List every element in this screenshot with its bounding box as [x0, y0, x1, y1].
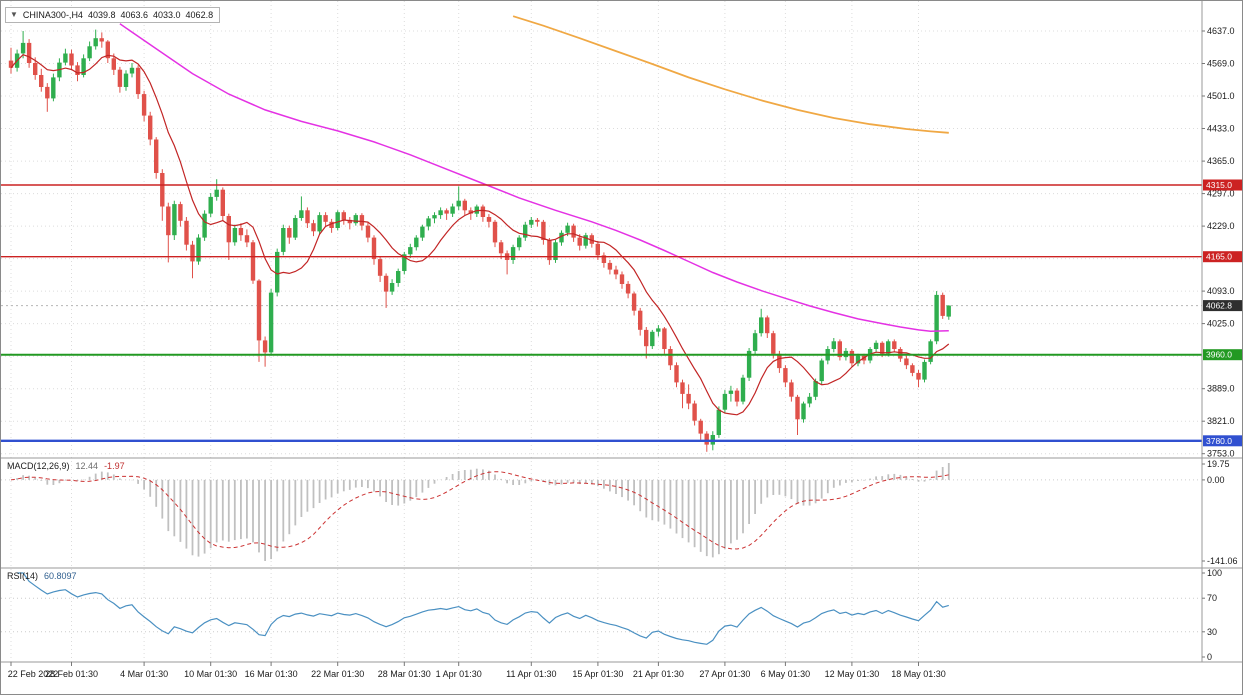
macd-main-value: 12.44 — [75, 461, 99, 471]
price-axis-label: 4569.0 — [1207, 59, 1235, 69]
rsi-axis-label: 30 — [1207, 627, 1217, 637]
price-tag-4165.0: 4165.0 — [1203, 251, 1242, 263]
candles-layer — [8, 29, 951, 452]
current-price-tag-text: 4062.8 — [1206, 301, 1232, 311]
price-axis-label: 3889.0 — [1207, 384, 1235, 394]
macd-axis-max: 19.75 — [1207, 459, 1230, 469]
price-tag-4315.0: 4315.0 — [1203, 179, 1242, 191]
macd-indicator-label: MACD(12,26,9) 12.44 -1.97 — [7, 461, 125, 471]
time-axis-label: 10 Mar 01:30 — [184, 669, 237, 679]
quote-open-value: 4039.8 — [87, 10, 116, 20]
price-axis-label: 4433.0 — [1207, 124, 1235, 134]
macd-signal-line — [10, 471, 949, 550]
rsi-line — [17, 572, 949, 645]
time-axis-label: 22 Mar 01:30 — [311, 669, 364, 679]
time-axis-label: 6 May 01:30 — [761, 669, 811, 679]
price-tag-3780.0: 3780.0 — [1203, 435, 1242, 447]
price-axis-label: 4297.0 — [1207, 189, 1235, 199]
symbol-quote-box: ▼ CHINA300-,H4 4039.8 4063.6 4033.0 4062… — [5, 7, 221, 23]
rsi-panel: 100 70 30 0 — [1, 568, 1222, 662]
time-axis-label: 28 Feb 01:30 — [45, 669, 98, 679]
ma-fast-line — [10, 54, 950, 416]
rsi-axis-label: 70 — [1207, 593, 1217, 603]
rsi-title: RSI(14) — [7, 571, 39, 581]
time-axis-label: 11 Apr 01:30 — [506, 669, 556, 679]
ma-mid-line — [119, 23, 949, 333]
time-axis-label: 21 Apr 01:30 — [633, 669, 684, 679]
quote-close-value: 4062.8 — [185, 10, 214, 20]
rsi-axis-label: 100 — [1207, 568, 1222, 578]
price-axis-label: 3821.0 — [1207, 416, 1235, 426]
price-axis-label: 4025.0 — [1207, 319, 1235, 329]
time-axis-label: 15 Apr 01:30 — [572, 669, 623, 679]
time-axis-label: 16 Mar 01:30 — [245, 669, 298, 679]
price-tag-4315.0-text: 4315.0 — [1206, 180, 1232, 190]
price-tag-3780.0-text: 3780.0 — [1206, 436, 1232, 446]
quote-low-value: 4033.0 — [153, 10, 181, 20]
macd-axis-zero: 0.00 — [1207, 475, 1225, 485]
grid-layer — [1, 1, 1202, 662]
quote-high-value: 4063.6 — [120, 10, 149, 20]
macd-panel: 19.75 0.00 -141.06 — [1, 459, 1238, 566]
price-tag-3960.0: 3960.0 — [1203, 349, 1242, 361]
time-axis-label: 22 Feb 2022 — [8, 669, 59, 679]
time-axis-label: 12 May 01:30 — [825, 669, 880, 679]
time-axis-label: 27 Apr 01:30 — [699, 669, 750, 679]
price-axis-label: 4365.0 — [1207, 156, 1235, 166]
time-axis-label: 28 Mar 01:30 — [378, 669, 431, 679]
current-price-tag: 4062.8 — [1203, 300, 1242, 312]
rsi-axis-label: 0 — [1207, 652, 1212, 662]
price-axis-label: 4637.0 — [1207, 26, 1235, 36]
macd-signal-value: -1.97 — [104, 461, 125, 471]
price-tag-4165.0-text: 4165.0 — [1206, 252, 1232, 262]
macd-axis-min: -141.06 — [1207, 556, 1238, 566]
time-axis-label: 1 Apr 01:30 — [436, 669, 482, 679]
rsi-value: 60.8097 — [44, 571, 77, 581]
price-tag-3960.0-text: 3960.0 — [1206, 350, 1232, 360]
rsi-indicator-label: RSI(14) 60.8097 — [7, 571, 77, 581]
time-axis-label: 18 May 01:30 — [891, 669, 946, 679]
price-axis-label: 4501.0 — [1207, 91, 1235, 101]
ma-long-line — [512, 15, 949, 134]
price-axis-label: 4093.0 — [1207, 286, 1235, 296]
support-resistance-lines[interactable] — [1, 184, 1202, 442]
one-click-trading-collapse-icon[interactable]: ▼ — [10, 10, 18, 19]
price-axis-label: 4229.0 — [1207, 221, 1235, 231]
price-axis: 4637.0 4569.0 4501.0 4433.0 4365.0 4297.0 4229… — [1202, 26, 1235, 459]
symbol-timeframe-label: CHINA300-,H4 — [22, 10, 83, 20]
price-axis-label: 3753.0 — [1207, 449, 1235, 459]
time-axis-label: 4 Mar 01:30 — [120, 669, 168, 679]
macd-title: MACD(12,26,9) — [7, 461, 70, 471]
